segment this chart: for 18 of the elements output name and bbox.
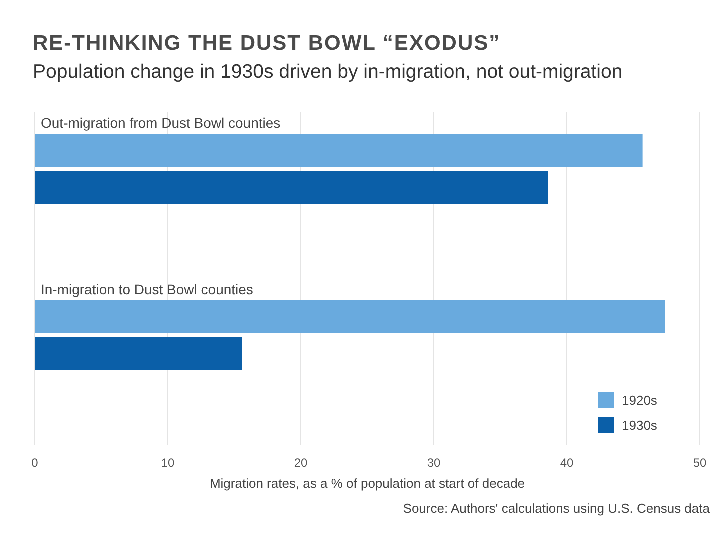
source-note: Source: Authors' calculations using U.S. Census data [403,501,711,516]
x-tick-label: 50 [693,456,707,470]
y-tick-label: Out-migration from Dust Bowl counties [41,115,281,131]
x-tick-label: 40 [560,456,574,470]
legend-label: 1920s [622,393,658,408]
x-tick-label: 0 [32,456,39,470]
y-tick-label: In-migration to Dust Bowl counties [41,282,254,298]
chart-subtitle: Population change in 1930s driven by in-migration, not out-migration [33,61,623,83]
bar [35,338,242,370]
x-axis-title: Migration rates, as a % of population at start of decade [210,476,526,491]
x-tick-label: 30 [427,456,441,470]
legend-label: 1930s [622,418,658,433]
bar [35,134,643,167]
chart-title: RE-THINKING THE DUST BOWL “EXODUS” [33,32,501,55]
bar [35,171,548,204]
bar [35,300,666,334]
x-tick-label: 20 [294,456,308,470]
x-tick-label: 10 [161,456,175,470]
